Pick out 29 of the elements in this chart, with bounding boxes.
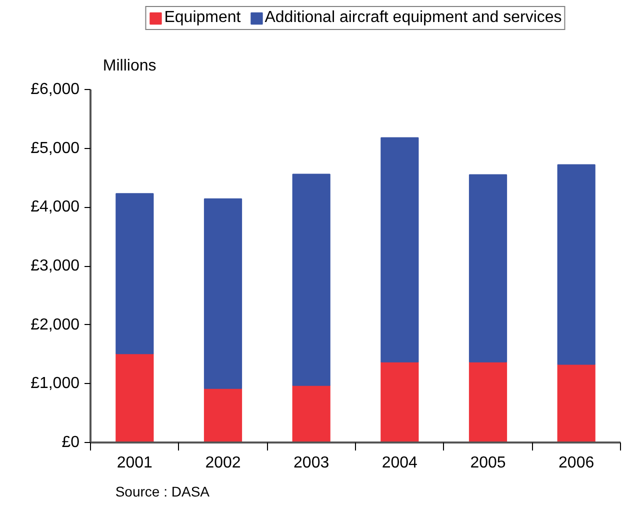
x-tick-label: 2003 [294,454,330,472]
bar [468,361,508,442]
x-tick-label: 2002 [205,454,241,472]
bar [557,364,596,442]
x-tick-label: 2004 [382,454,418,472]
y-tick-label: £1,000 [30,375,80,392]
bar [380,137,419,362]
x-tick-label: 2005 [470,454,506,472]
y-tick-label: £0 [62,434,80,451]
legend-label: Equipment [164,9,241,27]
bar [116,353,154,442]
y-tick-label: £5,000 [30,140,80,157]
x-tick-label: 2001 [116,454,153,472]
bar [292,174,330,386]
bar [116,193,154,354]
x-tick-label: 2006 [558,454,594,472]
bar [380,361,419,442]
bar [557,164,596,365]
bar [468,174,508,362]
y-tick-label: £3,000 [30,258,80,274]
y-tick-label: £6,000 [30,81,80,98]
y-tick-label: £4,000 [30,198,80,216]
bar [204,388,242,442]
legend-label: Additional aircraft equipment and services [264,9,562,27]
source-note: Source : DASA [115,484,210,500]
bar [292,384,330,442]
y-tick-label: £2,000 [30,316,80,334]
y-axis-title: Millions [102,58,156,74]
bar [204,198,242,389]
